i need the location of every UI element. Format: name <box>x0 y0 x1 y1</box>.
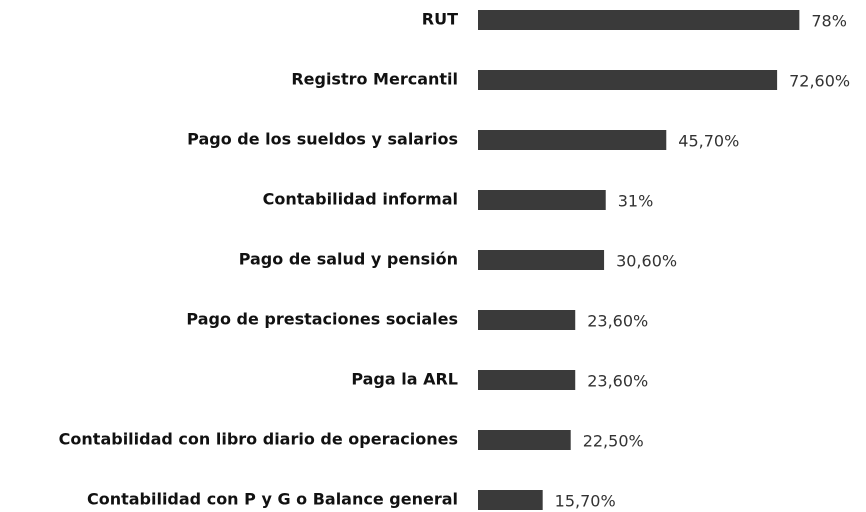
category-label: Contabilidad con libro diario de operaci… <box>59 430 458 449</box>
value-label: 22,50% <box>583 432 644 451</box>
value-label: 31% <box>618 192 654 211</box>
bar <box>478 130 667 150</box>
bar <box>478 430 571 450</box>
bar <box>478 310 576 330</box>
value-label: 45,70% <box>678 132 739 151</box>
bar <box>478 250 605 270</box>
bar <box>478 70 778 90</box>
category-label: Registro Mercantil <box>291 70 458 89</box>
category-label: Contabilidad con P y G o Balance general <box>87 490 458 509</box>
value-label: 72,60% <box>789 72 850 91</box>
category-label: Pago de los sueldos y salarios <box>187 130 458 149</box>
value-label: 78% <box>811 12 847 31</box>
category-label: RUT <box>422 10 458 29</box>
category-label: Contabilidad informal <box>263 190 458 209</box>
bar <box>478 10 800 30</box>
category-label: Paga la ARL <box>351 370 458 389</box>
category-label: Pago de salud y pensión <box>239 250 458 269</box>
value-label: 23,60% <box>587 372 648 391</box>
bar <box>478 490 543 510</box>
value-label: 30,60% <box>616 252 677 271</box>
bar <box>478 190 606 210</box>
category-label: Pago de prestaciones sociales <box>186 310 458 329</box>
bar <box>478 370 576 390</box>
value-label: 23,60% <box>587 312 648 331</box>
value-label: 15,70% <box>555 492 616 511</box>
